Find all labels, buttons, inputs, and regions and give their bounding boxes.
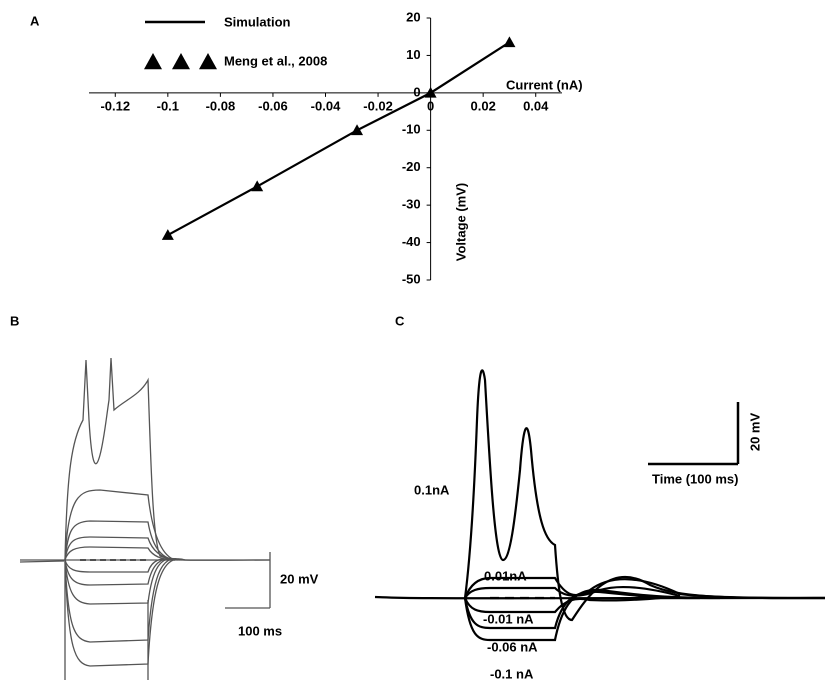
data-point [424, 86, 437, 98]
legend-swatch [172, 53, 190, 70]
y-tick-label: -20 [402, 159, 421, 174]
y-tick-label: 20 [406, 9, 420, 24]
scale-label: 100 ms [238, 623, 282, 638]
data-point [251, 180, 264, 192]
y-tick-label: 0 [413, 84, 420, 99]
trace-label: 0.01nA [484, 568, 527, 583]
trace-label: -0.1 nA [490, 666, 534, 681]
x-tick-label: -0.02 [363, 98, 393, 113]
scale-label: 20 mV [747, 413, 762, 452]
panel-label: A [30, 13, 40, 28]
panel-label: B [10, 313, 19, 328]
trace-label: -0.01 nA [483, 611, 534, 626]
scale-bar-b [225, 552, 271, 609]
x-tick-label: -0.12 [100, 98, 130, 113]
x-tick-label: -0.08 [206, 98, 236, 113]
y-axis-label: Voltage (mV) [453, 183, 468, 262]
x-tick-label: -0.1 [157, 98, 179, 113]
x-axis-label: Current (nA) [506, 77, 583, 92]
data-point [351, 124, 364, 136]
panel-label: C [395, 313, 405, 328]
x-tick-label: 0 [427, 98, 434, 113]
scale-label: Time (100 ms) [652, 471, 738, 486]
trace-label: 0.1nA [414, 482, 450, 497]
y-tick-label: -10 [402, 122, 421, 137]
x-tick-label: 0.04 [523, 98, 549, 113]
trace-label: -0.06 nA [487, 639, 538, 654]
y-tick-label: -40 [402, 234, 421, 249]
x-tick-label: 0.02 [471, 98, 496, 113]
legend-label: Meng et al., 2008 [224, 53, 327, 68]
x-tick-label: -0.06 [258, 98, 288, 113]
data-point [161, 229, 174, 240]
legend-swatch [199, 53, 217, 70]
scale-bar-c [648, 402, 740, 466]
traces-c [374, 369, 825, 642]
y-tick-label: -30 [402, 197, 421, 212]
legend-swatch [144, 53, 162, 70]
scale-label: 20 mV [280, 571, 319, 586]
y-tick-label: 10 [406, 47, 420, 62]
traces-b [19, 357, 271, 680]
data-point [503, 36, 516, 48]
y-tick-label: -50 [402, 271, 421, 286]
legend-label: Simulation [224, 14, 291, 29]
x-tick-label: -0.04 [311, 98, 341, 113]
